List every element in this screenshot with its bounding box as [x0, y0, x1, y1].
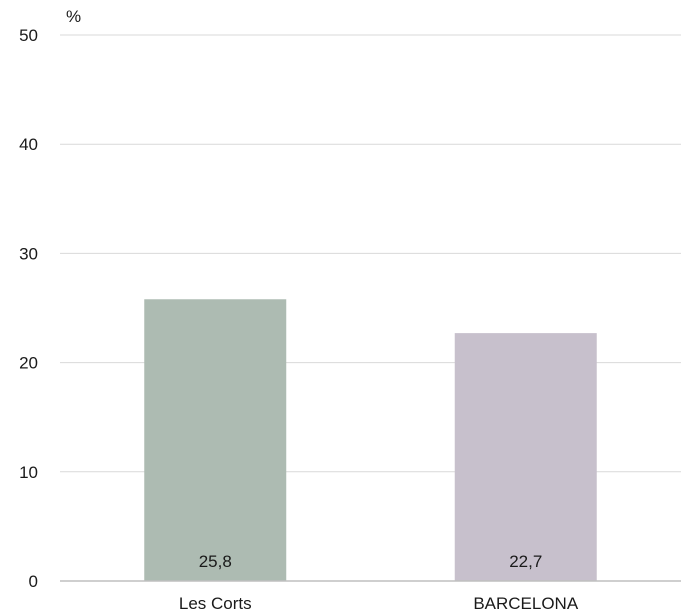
y-axis-ticks: 0 10 20 30 40 50	[19, 26, 38, 591]
x-category-label: Les Corts	[179, 594, 252, 613]
y-tick-label: 0	[29, 572, 38, 591]
data-label: 22,7	[509, 552, 542, 571]
bar	[144, 299, 287, 581]
bar	[454, 333, 597, 581]
y-tick-label: 40	[19, 135, 38, 154]
y-tick-label: 30	[19, 244, 38, 263]
data-label: 25,8	[199, 552, 232, 571]
x-category-label: BARCELONA	[473, 594, 579, 613]
y-axis-unit-label: %	[66, 7, 81, 26]
data-labels: 25,8 22,7	[199, 552, 543, 571]
y-tick-label: 20	[19, 354, 38, 373]
x-axis-categories: Les Corts BARCELONA	[179, 594, 579, 613]
bars	[144, 299, 597, 581]
y-tick-label: 50	[19, 26, 38, 45]
y-tick-label: 10	[19, 463, 38, 482]
